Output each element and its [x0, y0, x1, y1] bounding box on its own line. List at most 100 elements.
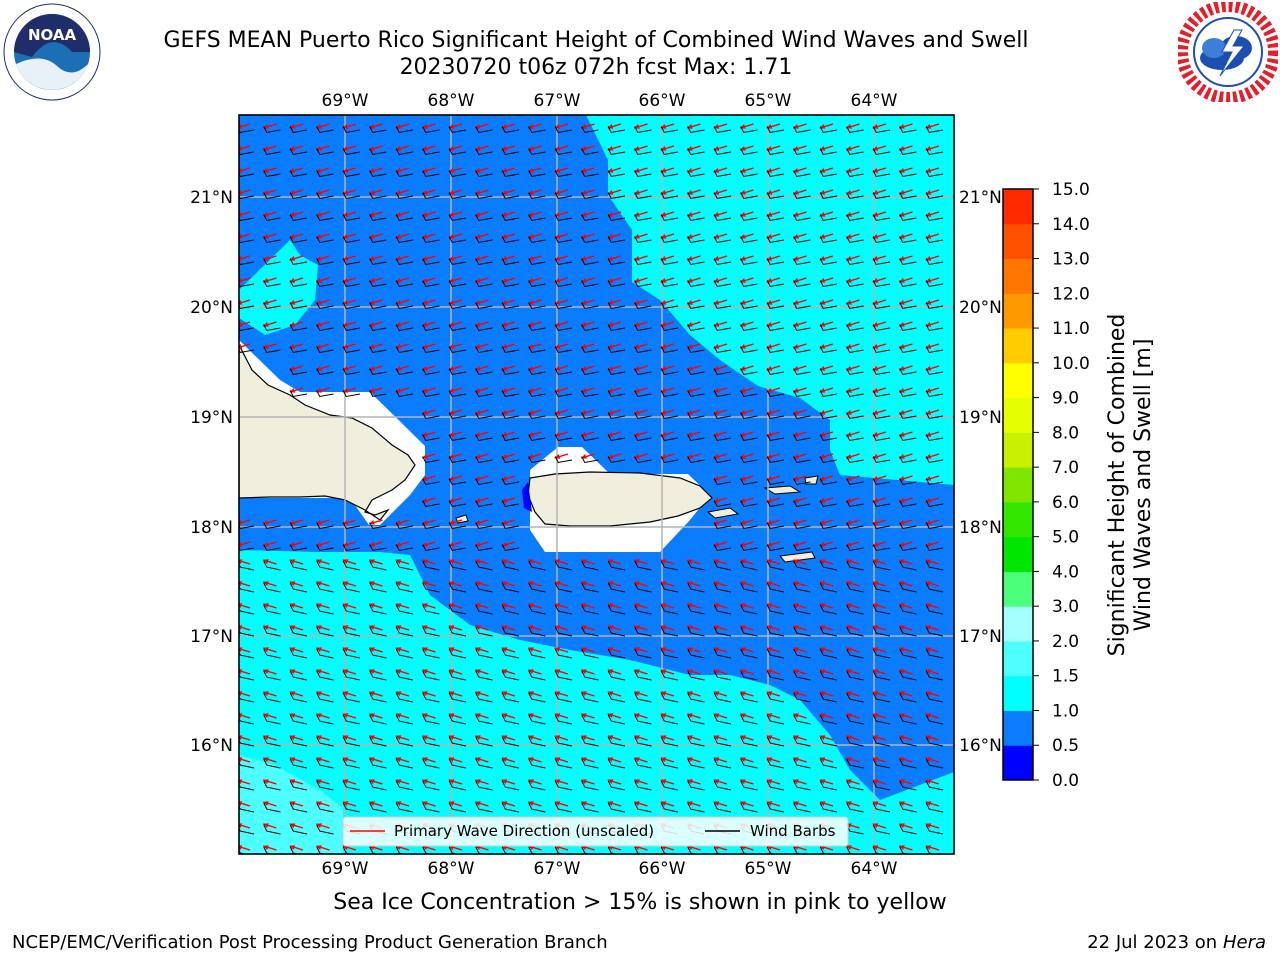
wind-barb	[660, 560, 679, 571]
wind-barb	[369, 346, 387, 353]
wave-direction-arrow	[581, 647, 595, 653]
wind-barb	[872, 236, 891, 243]
wind-barb	[554, 192, 573, 199]
wind-barb	[740, 192, 758, 199]
wind-barb	[819, 736, 838, 747]
wind-barb	[634, 258, 652, 265]
wind-barb	[263, 780, 281, 791]
wave-direction-arrow	[528, 757, 542, 763]
wind-barb	[342, 280, 361, 287]
wind-barb	[369, 648, 387, 659]
wind-barb	[899, 236, 917, 243]
wave-direction-arrow	[239, 713, 251, 719]
wind-barb	[448, 434, 467, 441]
wave-direction-arrow	[448, 713, 463, 719]
wind-barb	[925, 670, 944, 681]
wave-direction-arrow	[713, 625, 728, 631]
wind-barb	[581, 236, 599, 243]
wind-barb	[263, 324, 281, 331]
wind-barb	[581, 280, 599, 287]
wind-barb	[634, 802, 652, 813]
wind-barb	[819, 604, 838, 615]
wave-direction-arrow	[289, 757, 304, 763]
wind-barb	[846, 280, 864, 287]
legend-wave-direction: Primary Wave Direction (unscaled)	[394, 822, 654, 840]
wind-barb	[475, 148, 493, 155]
colorbar-tick-label: 9.0	[1052, 389, 1079, 409]
wind-barb	[369, 758, 387, 769]
wave-direction-arrow	[766, 669, 781, 675]
wind-barb	[766, 170, 785, 177]
wind-barb	[740, 802, 758, 813]
wave-direction-arrow	[554, 669, 569, 675]
wind-barb	[819, 846, 830, 854]
wave-direction-arrow	[528, 559, 542, 565]
wave-direction-arrow	[581, 801, 595, 807]
wave-direction-arrow	[448, 559, 463, 565]
wave-direction-arrow	[316, 603, 330, 609]
wave-direction-arrow	[316, 757, 330, 763]
wind-barb	[501, 412, 520, 419]
wave-direction-arrow	[846, 779, 860, 785]
wind-barb	[501, 522, 520, 529]
wind-barb	[713, 736, 732, 747]
wind-barb	[819, 434, 838, 441]
lat-tick-label: 21°N	[959, 188, 1002, 208]
wind-barb	[766, 280, 785, 287]
wave-direction-arrow	[501, 647, 516, 653]
wave-direction-arrow	[660, 735, 675, 741]
wind-barb	[475, 478, 493, 485]
wind-barb	[395, 604, 414, 615]
wind-barb	[239, 150, 255, 155]
wave-direction-arrow	[239, 255, 251, 261]
wind-barb	[475, 170, 493, 177]
wind-barb	[793, 368, 811, 375]
wind-barb	[475, 412, 493, 419]
wave-direction-arrow	[239, 145, 251, 151]
wave-direction-arrow	[660, 779, 675, 785]
wind-barb	[475, 192, 493, 199]
wind-barb	[263, 236, 281, 243]
wind-barb	[395, 802, 414, 813]
wind-barb	[766, 434, 785, 441]
wind-barb	[634, 324, 652, 331]
wind-barb	[239, 546, 255, 551]
wind-barb	[740, 412, 758, 419]
wind-barb	[263, 126, 281, 133]
wave-direction-arrow	[289, 669, 304, 675]
wind-barb	[793, 346, 811, 353]
wind-barb	[342, 846, 353, 854]
wind-barb	[740, 736, 758, 747]
wind-barb	[872, 824, 891, 835]
wind-barb	[713, 434, 732, 441]
wind-barb	[607, 126, 626, 133]
wind-barb	[528, 346, 546, 353]
wave-direction-arrow	[501, 779, 516, 785]
wind-barb	[872, 148, 891, 155]
wave-direction-arrow	[239, 647, 251, 653]
map-area	[239, 115, 954, 854]
wind-barb	[740, 846, 751, 854]
wind-barb	[448, 544, 467, 551]
wind-barb	[607, 390, 626, 397]
wind-barb	[713, 670, 732, 681]
wave-direction-arrow	[660, 757, 675, 763]
wind-barb	[793, 560, 811, 571]
wind-barb	[448, 670, 467, 681]
wind-barb	[713, 714, 732, 725]
wind-barb	[342, 648, 361, 659]
wind-barb	[607, 714, 626, 725]
wind-barb	[925, 758, 944, 769]
colorbar-segment	[1003, 397, 1033, 433]
wind-barb	[448, 780, 467, 791]
wind-barb	[766, 302, 785, 309]
wind-barb	[660, 236, 679, 243]
wave-direction-arrow	[687, 735, 701, 741]
wind-barb	[846, 412, 864, 419]
wave-direction-arrow	[793, 691, 807, 697]
wind-barb	[713, 346, 732, 353]
colorbar-segment	[1003, 536, 1033, 572]
wind-barb	[634, 126, 652, 133]
wind-barb	[239, 739, 255, 747]
wind-barb	[925, 714, 944, 725]
